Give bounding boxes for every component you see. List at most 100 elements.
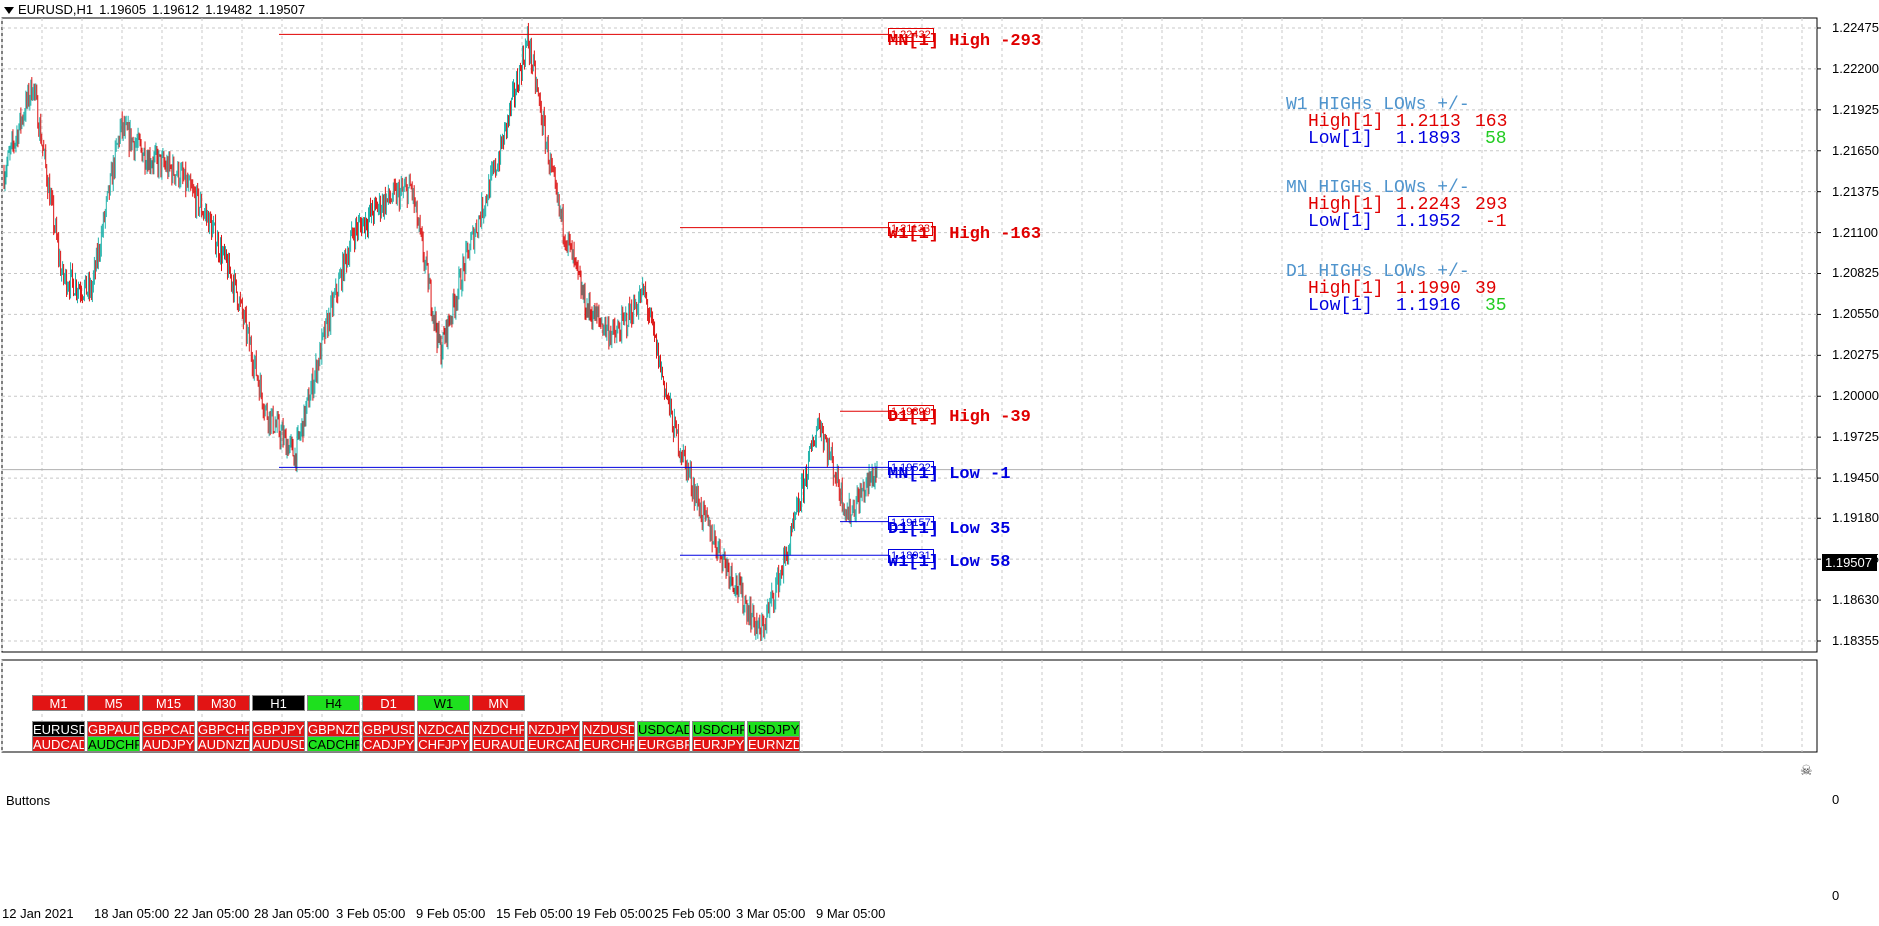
symbol-button-chfjpy[interactable]: CHFJPY	[417, 736, 470, 752]
symbol-button-nzdcad[interactable]: NZDCAD	[417, 721, 470, 737]
price-tick-label: 1.20000	[1832, 388, 1879, 404]
symbol-button-audcad[interactable]: AUDCAD	[32, 736, 85, 752]
chart-menu-triangle-icon[interactable]	[4, 7, 14, 15]
symbol-button-cadchf[interactable]: CADCHF	[307, 736, 360, 752]
price-tick-label: 1.21100	[1832, 224, 1879, 240]
panel-high-price: 1.1990	[1396, 279, 1461, 299]
symbol-button-audjpy[interactable]: AUDJPY	[142, 736, 195, 752]
time-tick-label: 12 Jan 2021	[2, 906, 74, 921]
price-tick-label: 1.22200	[1832, 60, 1879, 76]
symbol-button-gbpchf[interactable]: GBPCHF	[197, 721, 250, 737]
panel-high-diff: 293	[1475, 195, 1508, 215]
timeframe-button-mn[interactable]: MN	[472, 695, 525, 711]
symbol-button-eurjpy[interactable]: EURJPY	[692, 736, 745, 752]
level-label-d1-high: D1[1] High -39	[888, 408, 1031, 427]
time-tick-label: 9 Feb 05:00	[416, 906, 486, 921]
subwindow-axis-top: 0	[1832, 792, 1840, 807]
level-price-box-mn-high: 1.22432	[888, 28, 934, 43]
time-tick-label: 22 Jan 05:00	[174, 906, 250, 921]
panel-low-label: Low[1]	[1308, 296, 1373, 316]
symbol-button-gbpaud[interactable]: GBPAUD	[87, 721, 140, 737]
symbol-button-audchf[interactable]: AUDCHF	[87, 736, 140, 752]
level-label-mn-low: MN[1] Low -1	[888, 465, 1011, 484]
main-chart-frame	[1, 17, 1818, 653]
panel-high-diff: 39	[1475, 279, 1497, 299]
panel-low-label: Low[1]	[1308, 129, 1373, 149]
symbol-button-usdjpy[interactable]: USDJPY	[747, 721, 800, 737]
timeframe-button-h1[interactable]: H1	[252, 695, 305, 711]
panel-high-label: High[1]	[1308, 279, 1384, 299]
symbol-button-audusd[interactable]: AUDUSD	[252, 736, 305, 752]
panel-low-diff: -1	[1485, 212, 1507, 232]
timeframe-button-m30[interactable]: M30	[197, 695, 250, 711]
symbol-button-eurgbp[interactable]: EURGBP	[637, 736, 690, 752]
timeframe-button-w1[interactable]: W1	[417, 695, 470, 711]
chart-title-bar: EURUSD,H1 1.19605 1.19612 1.19482 1.19507	[4, 2, 311, 17]
time-tick-label: 25 Feb 05:00	[654, 906, 731, 921]
timeframe-button-d1[interactable]: D1	[362, 695, 415, 711]
symbol-button-usdcad[interactable]: USDCAD	[637, 721, 690, 737]
price-tick-label: 1.21650	[1832, 142, 1879, 158]
panel-low-price: 1.1916	[1396, 296, 1461, 316]
panel-header: MN HIGHs LOWs +/-	[1286, 178, 1470, 198]
panel-high-label: High[1]	[1308, 195, 1384, 215]
time-tick-label: 9 Mar 05:00	[816, 906, 886, 921]
chart-close-value: 1.19507	[258, 2, 306, 17]
level-label-mn-high: MN[1] High -293	[888, 32, 1042, 51]
price-tick-label: 1.20275	[1832, 347, 1879, 363]
symbol-button-usdchf[interactable]: USDCHF	[692, 721, 745, 737]
time-tick-label: 3 Mar 05:00	[736, 906, 806, 921]
symbol-button-cadjpy[interactable]: CADJPY	[362, 736, 415, 752]
timeframe-button-m1[interactable]: M1	[32, 695, 85, 711]
subwindow-frame	[1, 659, 1818, 753]
subwindow-title: Buttons	[6, 793, 51, 808]
symbol-button-gbpnzd[interactable]: GBPNZD	[307, 721, 360, 737]
chart-open-value: 1.19605	[99, 2, 147, 17]
panel-low-price: 1.1952	[1396, 212, 1461, 232]
symbol-button-gbpjpy[interactable]: GBPJPY	[252, 721, 305, 737]
level-price-box-w1-high: 1.21133	[888, 221, 933, 236]
panel-high-label: High[1]	[1308, 112, 1384, 132]
level-price-box-d1-high: 1.19899	[888, 405, 934, 420]
chart-symbol: EURUSD,H1	[18, 2, 94, 17]
symbol-button-gbpcad[interactable]: GBPCAD	[142, 721, 195, 737]
timeframe-button-m15[interactable]: M15	[142, 695, 195, 711]
symbol-button-nzdusd[interactable]: NZDUSD	[582, 721, 635, 737]
price-tick-label: 1.20550	[1832, 306, 1879, 322]
symbol-button-gbpusd[interactable]: GBPUSD	[362, 721, 415, 737]
level-price-box-d1-low: 1.19157	[888, 515, 934, 530]
level-label-d1-low: D1[1] Low 35	[888, 520, 1011, 539]
time-tick-label: 3 Feb 05:00	[336, 906, 406, 921]
symbol-button-eurusd[interactable]: EURUSD	[32, 721, 85, 737]
panel-header: W1 HIGHs LOWs +/-	[1286, 95, 1470, 115]
level-label-w1-high: W1[1] High -163	[888, 225, 1042, 244]
symbol-button-nzdjpy[interactable]: NZDJPY	[527, 721, 580, 737]
price-tick-label: 1.19180	[1832, 510, 1879, 526]
symbol-button-euraud[interactable]: EURAUD	[472, 736, 525, 752]
panel-high-price: 1.2243	[1396, 195, 1461, 215]
price-tick-label: 1.20825	[1832, 265, 1879, 281]
symbol-button-audnzd[interactable]: AUDNZD	[197, 736, 250, 752]
time-tick-label: 18 Jan 05:00	[94, 906, 170, 921]
current-price-tag: 1.19507	[1822, 554, 1877, 571]
panel-high-diff: 163	[1475, 112, 1508, 132]
price-tick-label: 1.21925	[1832, 101, 1879, 117]
panel-header: D1 HIGHs LOWs +/-	[1286, 262, 1470, 282]
skull-icon: ☠	[1800, 762, 1813, 778]
panel-high-price: 1.2113	[1396, 112, 1461, 132]
subwindow-axis-bottom: 0	[1832, 888, 1840, 903]
symbol-button-eurcad[interactable]: EURCAD	[527, 736, 580, 752]
price-tick-label: 1.18355	[1832, 633, 1879, 648]
timeframe-button-h4[interactable]: H4	[307, 695, 360, 711]
symbol-button-eurchf[interactable]: EURCHF	[582, 736, 635, 752]
panel-low-price: 1.1893	[1396, 129, 1461, 149]
time-tick-label: 15 Feb 05:00	[496, 906, 573, 921]
price-tick-label: 1.21375	[1832, 183, 1879, 199]
level-label-w1-low: W1[1] Low 58	[888, 553, 1011, 572]
symbol-button-nzdchf[interactable]: NZDCHF	[472, 721, 525, 737]
timeframe-button-m5[interactable]: M5	[87, 695, 140, 711]
symbol-button-eurnzd[interactable]: EURNZD	[747, 736, 800, 752]
panel-low-diff: 35	[1485, 296, 1507, 316]
chart-high-value: 1.19612	[152, 2, 200, 17]
